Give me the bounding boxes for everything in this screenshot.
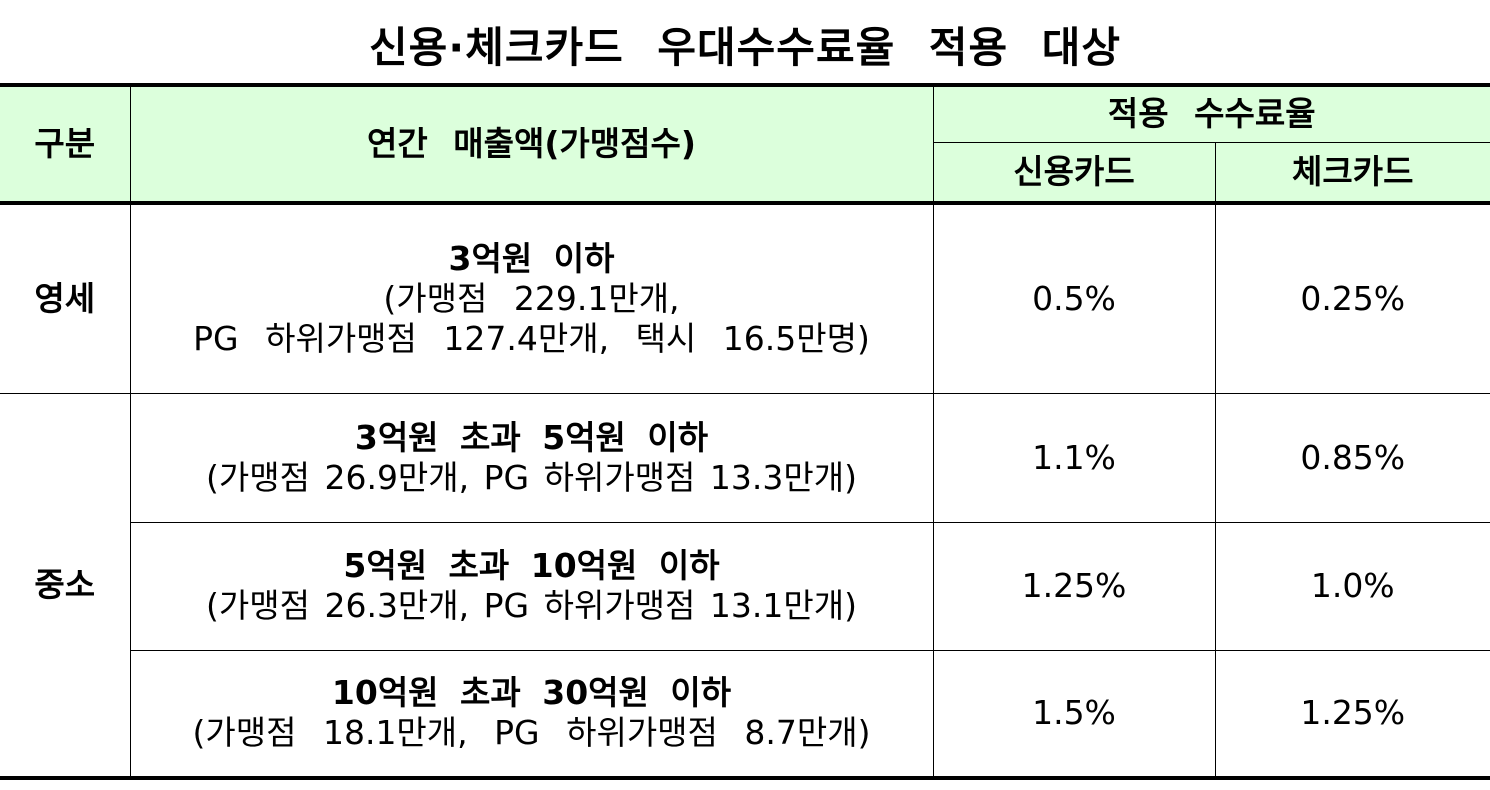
check-rate: 0.85% — [1214, 392, 1490, 523]
revenue-cell: 3억원 초과 5억원 이하 (가맹점 26.9만개, PG 하위가맹점 13.3… — [129, 392, 934, 523]
credit-rate: 1.5% — [932, 649, 1216, 780]
table-row: 10억원 초과 30억원 이하 (가맹점 18.1만개, PG 하위가맹점 8.… — [0, 649, 1490, 780]
merchant-count: (가맹점 26.9만개, PG 하위가맹점 13.3만개) — [206, 457, 857, 497]
revenue-range: 3억원 초과 5억원 이하 — [354, 417, 709, 457]
group-medium: 중소 — [0, 392, 131, 780]
table-row: 중소 3억원 초과 5억원 이하 (가맹점 26.9만개, PG 하위가맹점 1… — [0, 392, 1490, 780]
revenue-range: 5억원 초과 10억원 이하 — [343, 546, 720, 585]
credit-rate: 1.25% — [932, 521, 1216, 651]
header-rate-group: 적용 수수료율 — [932, 83, 1490, 143]
header-category: 구분 — [0, 83, 131, 205]
merchant-count: (가맹점 18.1만개, PG 하위가맹점 8.7만개) — [192, 713, 871, 753]
check-rate: 1.0% — [1214, 521, 1490, 651]
header-credit-card: 신용카드 — [933, 141, 1216, 205]
table-row: 5억원 초과 10억원 이하 (가맹점 26.3만개, PG 하위가맹점 13.… — [0, 521, 1490, 651]
group-small: 영세 — [0, 202, 131, 394]
revenue-cell: 3억원 이하 (가맹점 229.1만개, PG 하위가맹점 127.4만개, 택… — [129, 202, 934, 394]
credit-rate: 0.5% — [932, 202, 1216, 394]
page-title: 신용·체크카드 우대수수료율 적용 대상 — [368, 23, 1122, 72]
revenue-range: 3억원 이하 — [448, 238, 615, 278]
check-rate: 1.25% — [1214, 649, 1490, 780]
merchant-count-2: PG 하위가맹점 127.4만개, 택시 16.5만명) — [193, 318, 870, 358]
revenue-cell: 5억원 초과 10억원 이하 (가맹점 26.3만개, PG 하위가맹점 13.… — [130, 521, 934, 651]
header-revenue: 연간 매출액(가맹점수) — [129, 83, 934, 205]
header-check-card: 체크카드 — [1214, 141, 1490, 205]
revenue-cell: 10억원 초과 30억원 이하 (가맹점 18.1만개, PG 하위가맹점 8.… — [130, 649, 934, 780]
credit-rate: 1.1% — [932, 392, 1216, 523]
check-rate: 0.25% — [1214, 202, 1490, 394]
revenue-range: 10억원 초과 30억원 이하 — [331, 673, 732, 713]
merchant-count: (가맹점 229.1만개, — [383, 278, 680, 318]
merchant-count: (가맹점 26.3만개, PG 하위가맹점 13.1만개) — [206, 586, 857, 625]
fee-rate-table: 구분 연간 매출액(가맹점수) 적용 수수료율 신용카드 체크카드 영세 3억원… — [0, 83, 1490, 780]
table-row: 영세 3억원 이하 (가맹점 229.1만개, PG 하위가맹점 127.4만개… — [0, 202, 1490, 394]
